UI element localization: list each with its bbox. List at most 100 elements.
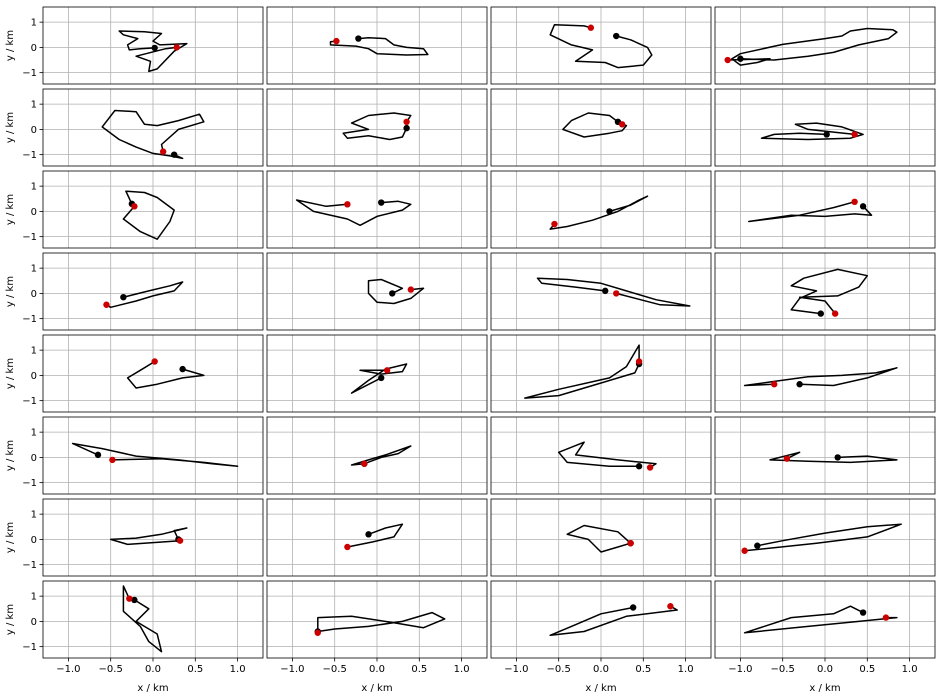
y-tick-label: 0 [31,535,37,546]
axes-frame [42,170,264,249]
track-line [71,442,239,467]
y-tick-label: −1 [22,560,37,571]
subplot-r3-c3 [714,252,936,331]
end-point [783,455,791,462]
axes-frame [714,334,936,413]
end-point [126,595,133,602]
subplot-r1-c1 [266,88,488,167]
y-tick-label: 1 [31,264,37,275]
y-axis-label: y / km [5,276,16,307]
x-tick-label: 1.0 [902,664,918,675]
track-line [524,344,640,399]
axes-frame [714,6,936,85]
end-point [333,37,340,45]
track-line [126,360,205,389]
axes-frame [42,334,264,413]
start-point [365,531,372,538]
subplot-r5-c0: −1 0 1 y / km [5,416,264,495]
subplot-r5-c2 [490,416,712,495]
start-point [151,44,158,52]
end-point [151,358,158,365]
y-axis-label: y / km [5,194,16,225]
axes-frame [714,170,936,249]
track-line [109,527,188,546]
axes-frame [266,170,488,249]
track-line [106,281,184,309]
track-line [743,367,898,387]
y-axis-label: y / km [5,440,16,471]
track-line [549,195,649,230]
y-tick-label: 0 [31,43,37,54]
y-tick-label: −1 [22,232,37,243]
x-axis-label: x / km [137,683,168,694]
track-line [118,30,188,73]
subplot-r2-c1 [266,170,488,249]
end-point [361,460,368,467]
start-point [834,454,841,461]
x-tick-label: −1.0 [280,664,304,675]
y-axis-label: y / km [5,112,16,143]
axes-frame [266,88,488,167]
axes-frame [490,252,712,331]
start-point [754,542,761,549]
track-line [743,605,898,634]
start-point [606,208,613,215]
end-point [344,543,351,551]
x-axis-label: x / km [585,683,616,694]
start-point [403,124,410,132]
y-tick-label: 1 [31,18,37,29]
axes-frame [490,88,712,167]
track-line [101,109,205,160]
end-point [613,290,620,297]
axes-frame [266,334,488,413]
axes-frame [266,6,488,85]
subplot-r3-c2 [490,252,712,331]
end-point [741,547,748,554]
y-tick-label: −1 [22,642,37,653]
track-line [350,445,412,466]
start-point [629,604,637,611]
x-tick-label: 0.5 [635,664,651,675]
start-point [823,131,830,138]
axes-frame [714,416,936,495]
end-point [635,358,643,365]
track-line [295,199,412,227]
subplot-r3-c0: −1 0 1 y / km [5,252,264,331]
x-tick-label: −0.5 [323,664,347,675]
x-tick-label: 1.0 [454,664,470,675]
track-line [549,605,678,637]
end-point [131,203,138,210]
subplot-r1-c0: −1 0 1 y / km [5,88,264,167]
track-line [566,524,632,553]
axes-frame [266,252,488,331]
end-point [103,301,110,308]
subplot-r7-c0: −1 0 1 y / km −1.0 −0.5 0.0 0.5 1.0 [5,580,264,675]
x-tick-label: 1.0 [678,664,694,675]
start-point [355,35,362,42]
axes-frame [490,170,712,249]
y-axis-label: y / km [5,522,16,553]
x-tick-label: −1.0 [56,664,80,675]
end-point [109,456,116,464]
x-tick-label: 0.0 [145,664,161,675]
end-point [403,118,410,126]
track-line [769,451,898,464]
end-point [851,131,858,138]
end-point [587,24,595,31]
end-point [771,381,778,388]
subplot-r2-c3 [714,170,936,249]
y-tick-label: 0 [31,617,37,628]
track-line [557,441,657,469]
track-line [744,523,902,552]
y-tick-label: 0 [31,125,37,136]
end-point [551,220,558,228]
y-tick-label: 1 [31,100,37,111]
x-tick-label: 0.5 [411,664,427,675]
y-tick-label: −1 [22,68,37,79]
axes-frame [42,88,264,167]
x-tick-label: −0.5 [99,664,123,675]
y-tick-label: 1 [31,510,37,521]
axes-frame [42,416,264,495]
x-axis-label: x / km [809,683,840,694]
y-axis-label: y / km [5,604,16,635]
